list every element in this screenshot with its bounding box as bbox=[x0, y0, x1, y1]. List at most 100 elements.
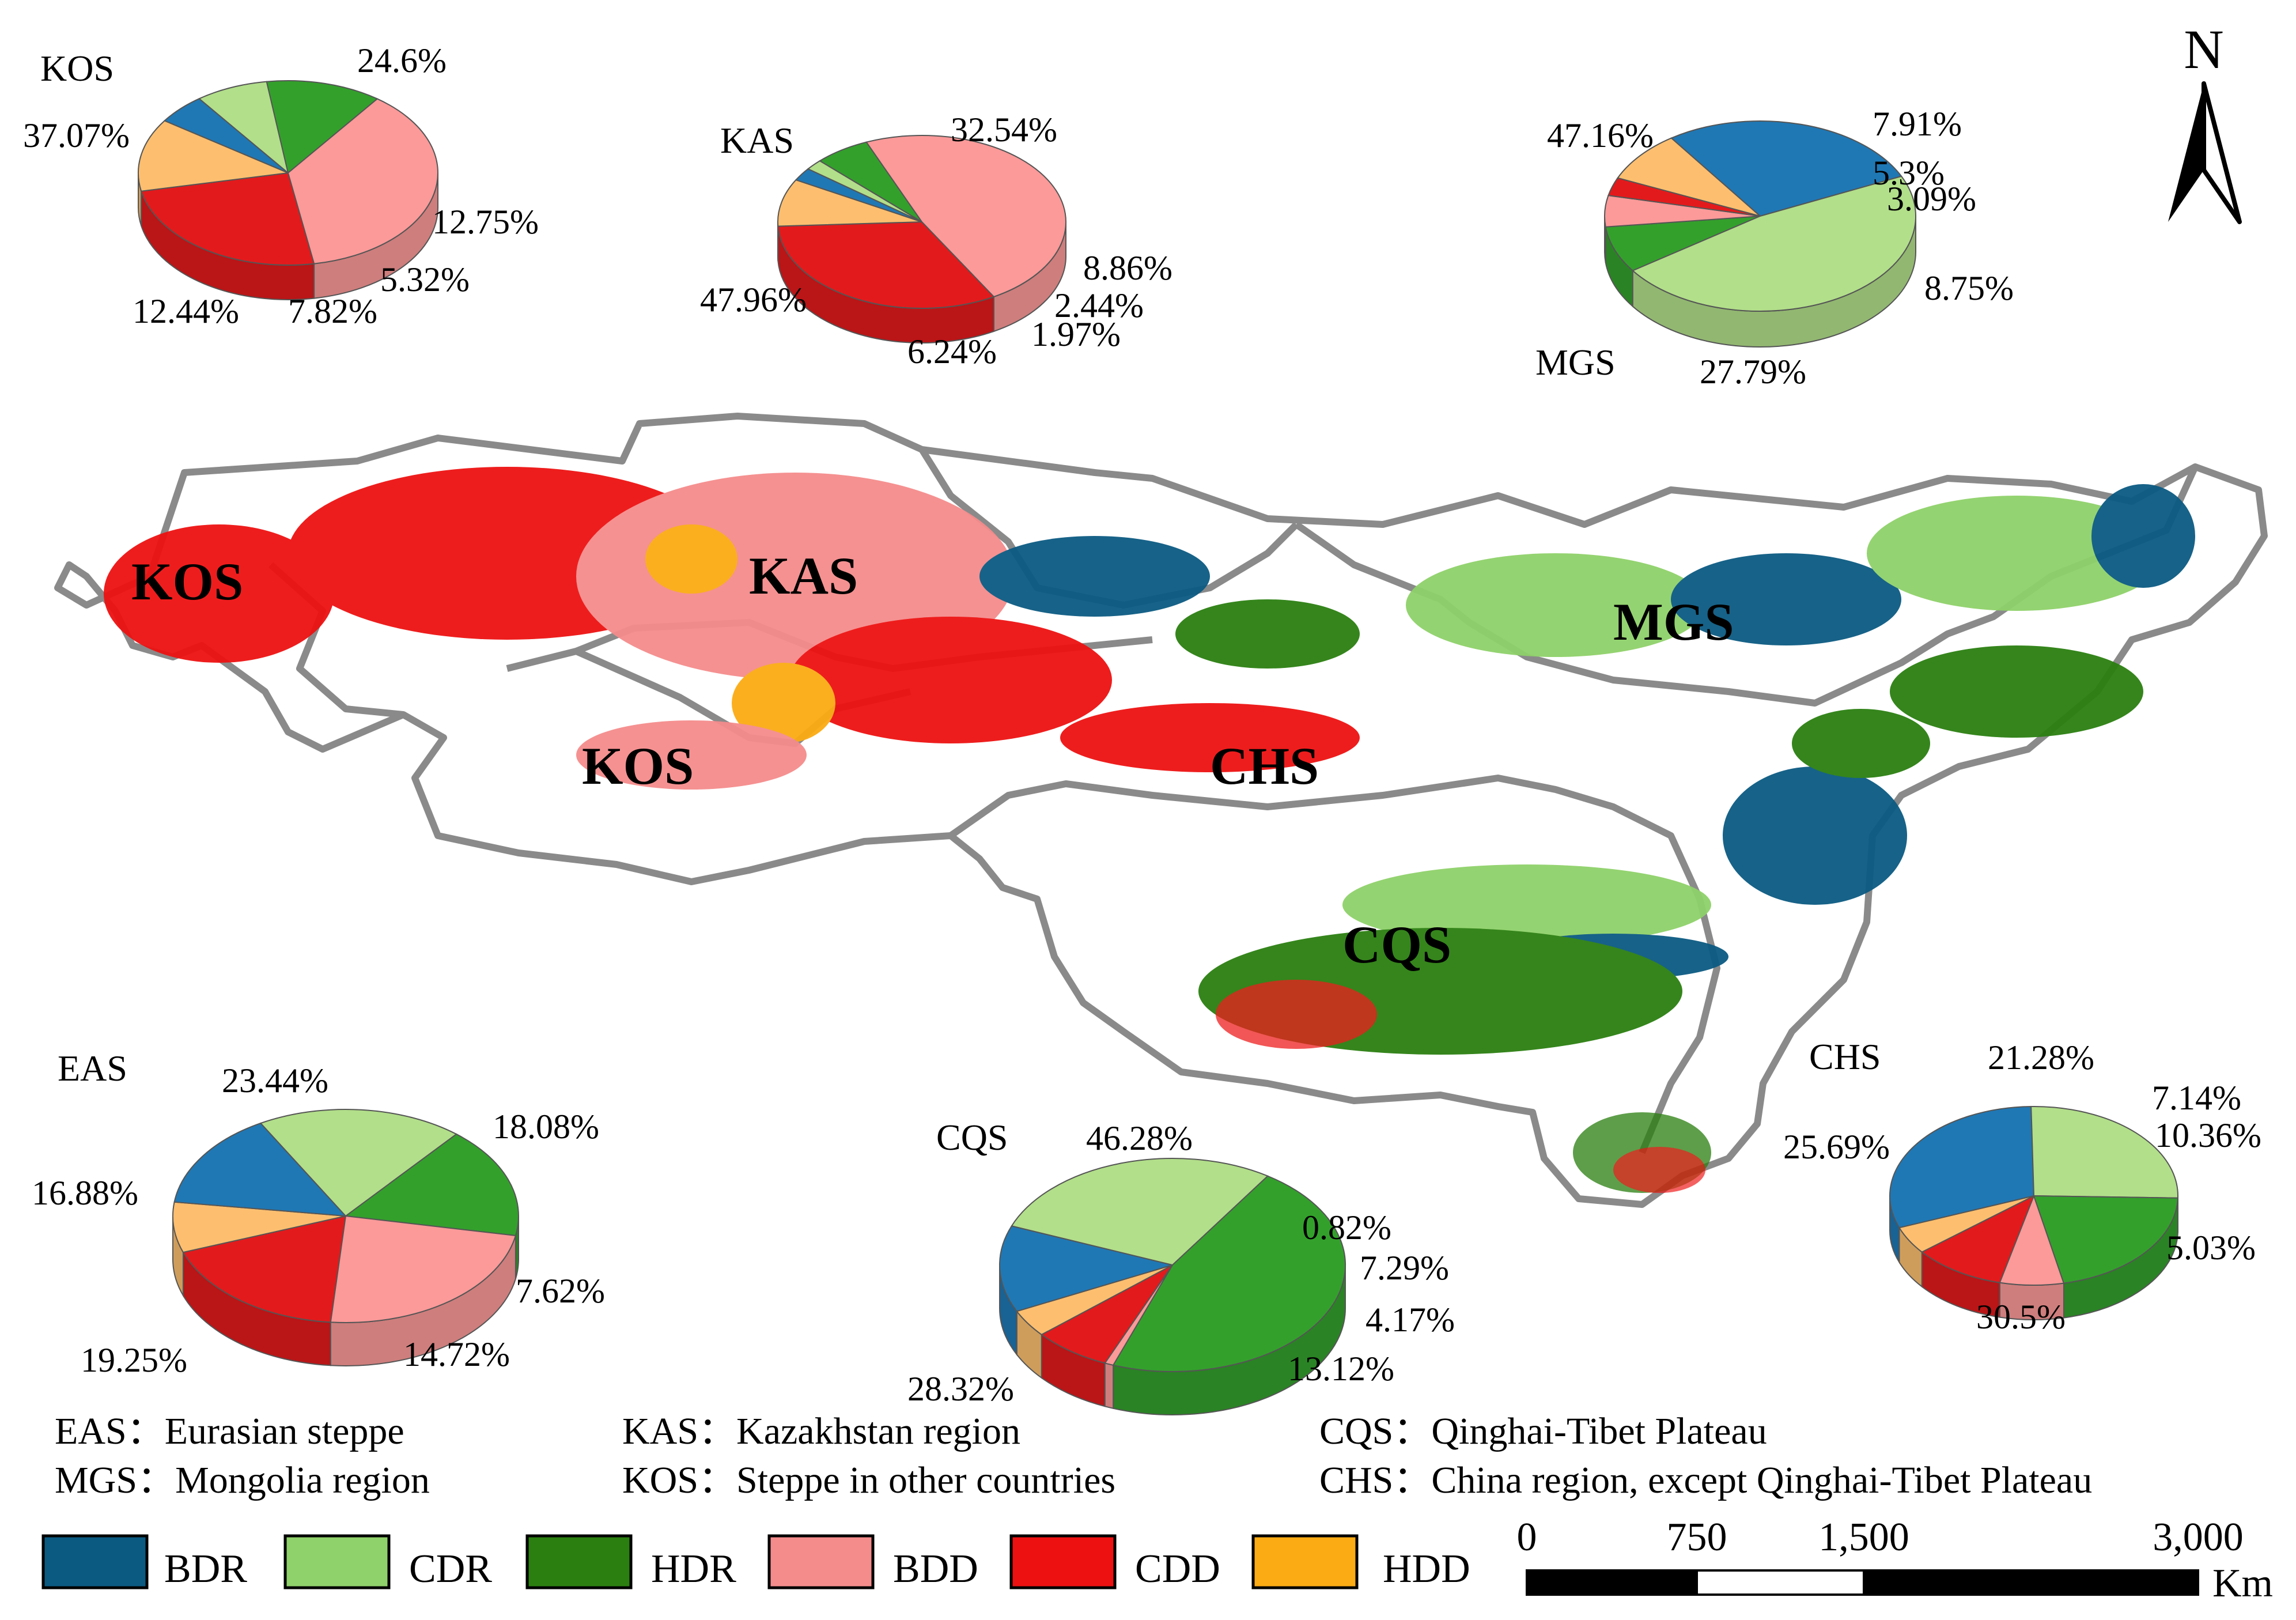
abbr-cqs: CQS：Qinghai-Tibet Plateau bbox=[1319, 1410, 1767, 1452]
patch-bdr bbox=[1723, 766, 1907, 905]
pie-label: 5.03% bbox=[2166, 1229, 2256, 1267]
pie-slice-hdd bbox=[172, 1201, 346, 1253]
north-arrow-left-icon bbox=[2168, 84, 2204, 222]
abbr-sep: ： bbox=[698, 1459, 736, 1501]
patch-hdr bbox=[1890, 645, 2143, 738]
pie-label: 13.12% bbox=[1288, 1350, 1394, 1388]
pie-slice-hdd bbox=[777, 179, 922, 227]
pie-label: 3.09% bbox=[1887, 180, 1976, 218]
patch-cdd bbox=[789, 617, 1112, 743]
patch-bdr bbox=[1671, 553, 1901, 645]
legend-label-cdd: CDD bbox=[1135, 1547, 1220, 1591]
scale-segment-1 bbox=[1526, 1569, 1698, 1596]
pie-label: 14.72% bbox=[403, 1335, 510, 1373]
pie-label: 5.32% bbox=[380, 260, 470, 299]
abbr-code: KAS bbox=[622, 1410, 698, 1452]
pie-label: 7.62% bbox=[516, 1272, 605, 1310]
pie-slice-cdr bbox=[259, 1109, 458, 1217]
legend-swatch-bdd bbox=[767, 1534, 875, 1589]
boundary-outer bbox=[54, 413, 2268, 1208]
pie-label: 19.25% bbox=[81, 1341, 187, 1379]
pie-label: 0.82% bbox=[1302, 1209, 1391, 1247]
pie-label: 5.3% bbox=[1873, 154, 1945, 192]
land-cover-layer bbox=[104, 467, 2195, 1193]
pie-label: 47.16% bbox=[1547, 116, 1654, 154]
pie-slice-bdd bbox=[330, 1215, 517, 1323]
north-label: N bbox=[2184, 18, 2223, 80]
pie-label: 12.44% bbox=[133, 292, 239, 330]
legend-label-bdd: BDD bbox=[893, 1547, 978, 1591]
region-label-kos-south: KOS bbox=[582, 737, 694, 795]
pie-label: 25.69% bbox=[1783, 1128, 1890, 1166]
pie-title: KAS bbox=[720, 120, 794, 161]
pie-label: 28.32% bbox=[907, 1370, 1014, 1408]
patch-cdd bbox=[104, 524, 334, 663]
patch-bdd bbox=[576, 720, 807, 790]
pie-label: 7.29% bbox=[1360, 1249, 1449, 1287]
legend-swatch-hdd bbox=[1251, 1534, 1359, 1589]
scale-tick-3000: 3,000 bbox=[2153, 1515, 2244, 1559]
pie-slice-hdr bbox=[1112, 1175, 1346, 1372]
pie-eas: EAS 18.08% 7.62%14.72% 19.25% 16.88% 23.44% bbox=[32, 1048, 605, 1379]
patch-cdd bbox=[1060, 703, 1360, 772]
abbr-chs: CHS：China region, except Qinghai-Tibet P… bbox=[1319, 1459, 2092, 1501]
patch-cdr bbox=[1342, 864, 1711, 945]
scale-bar: 0 750 1,500 3,000 Km bbox=[1517, 1515, 2274, 1606]
pie-slice-hdd bbox=[138, 120, 290, 192]
legend-label-bdr: BDR bbox=[164, 1547, 247, 1591]
pie-slice-hdr bbox=[266, 80, 379, 174]
pie-slice-bdr bbox=[173, 1122, 347, 1217]
pie-label: 8.86% bbox=[1083, 249, 1172, 287]
pie-label: 18.08% bbox=[493, 1108, 599, 1146]
abbr-name: Eurasian steppe bbox=[165, 1410, 404, 1452]
abbr-name: Steppe in other countries bbox=[736, 1459, 1115, 1501]
scale-tick-1500: 1,500 bbox=[1818, 1515, 1909, 1559]
abbreviation-key: EAS：Eurasian steppe KAS：Kazakhstan regio… bbox=[55, 1410, 2092, 1501]
abbr-eas: EAS：Eurasian steppe bbox=[55, 1410, 404, 1452]
pie-slice-bdd bbox=[865, 135, 1066, 298]
pie-label: 30.5% bbox=[1976, 1298, 2066, 1336]
north-arrow-right-icon bbox=[2202, 81, 2242, 224]
pie-label: 32.54% bbox=[951, 111, 1057, 149]
scale-segment-2 bbox=[1696, 1569, 1865, 1596]
region-label-mgs: MGS bbox=[1613, 592, 1734, 651]
region-label-kos: KOS bbox=[131, 552, 243, 611]
pie-mgs: MGS 7.91% 5.3%3.09% 8.75% 27.79% 47.16% bbox=[1535, 105, 2014, 391]
legend-label-hdd: HDD bbox=[1383, 1547, 1470, 1591]
pie-label: 8.75% bbox=[1924, 269, 2014, 307]
pie-kas: KAS 32.54% 8.86%2.44%1.97% 6.24% 47.96% bbox=[700, 111, 1172, 371]
pie-slice-cdd bbox=[777, 221, 995, 309]
patch-cdr bbox=[1406, 553, 1705, 657]
pie-title: CHS bbox=[1809, 1036, 1881, 1077]
patch-cdd bbox=[1216, 980, 1377, 1049]
pie-side-bdd bbox=[1104, 1362, 1114, 1410]
patch-bdr bbox=[2091, 484, 2195, 588]
abbr-kos: KOS：Steppe in other countries bbox=[622, 1459, 1115, 1501]
pie-sides bbox=[1889, 1195, 2179, 1320]
pie-slice-cdr bbox=[1631, 175, 1916, 312]
pie-chs: CHS 7.14%10.36% 5.03% 30.5% 25.69% 21.28% bbox=[1783, 1036, 2261, 1336]
pie-label: 1.97% bbox=[1031, 315, 1121, 353]
pie-label: 27.79% bbox=[1700, 353, 1806, 391]
patch-bdr bbox=[979, 536, 1210, 617]
abbr-sep: ： bbox=[127, 1410, 165, 1452]
scale-segment-3 bbox=[1863, 1569, 2199, 1596]
pie-kos: KOS 24.6% 12.75% 5.32%7.82% 12.44% 37.07% bbox=[23, 41, 539, 330]
legend-swatch-bdr bbox=[41, 1534, 149, 1589]
pie-slice-bdr bbox=[1889, 1106, 2035, 1229]
abbr-code: KOS bbox=[622, 1459, 698, 1501]
pie-slice-bdr bbox=[999, 1225, 1175, 1312]
pie-label: 2.44% bbox=[1054, 286, 1144, 324]
pie-label: 4.17% bbox=[1366, 1301, 1455, 1339]
legend-label-hdr: HDR bbox=[651, 1547, 736, 1591]
legend-swatch-cdd bbox=[1009, 1534, 1117, 1589]
pie-label: 37.07% bbox=[23, 116, 130, 154]
scale-unit: Km bbox=[2212, 1561, 2273, 1606]
patch-cdd bbox=[1613, 1147, 1705, 1193]
abbr-sep: ： bbox=[698, 1410, 736, 1452]
pie-label: 7.14% bbox=[2152, 1079, 2241, 1117]
pie-label: 12.75% bbox=[432, 203, 539, 241]
pie-slice-hdr bbox=[344, 1133, 519, 1237]
pie-label: 7.91% bbox=[1873, 105, 1962, 143]
